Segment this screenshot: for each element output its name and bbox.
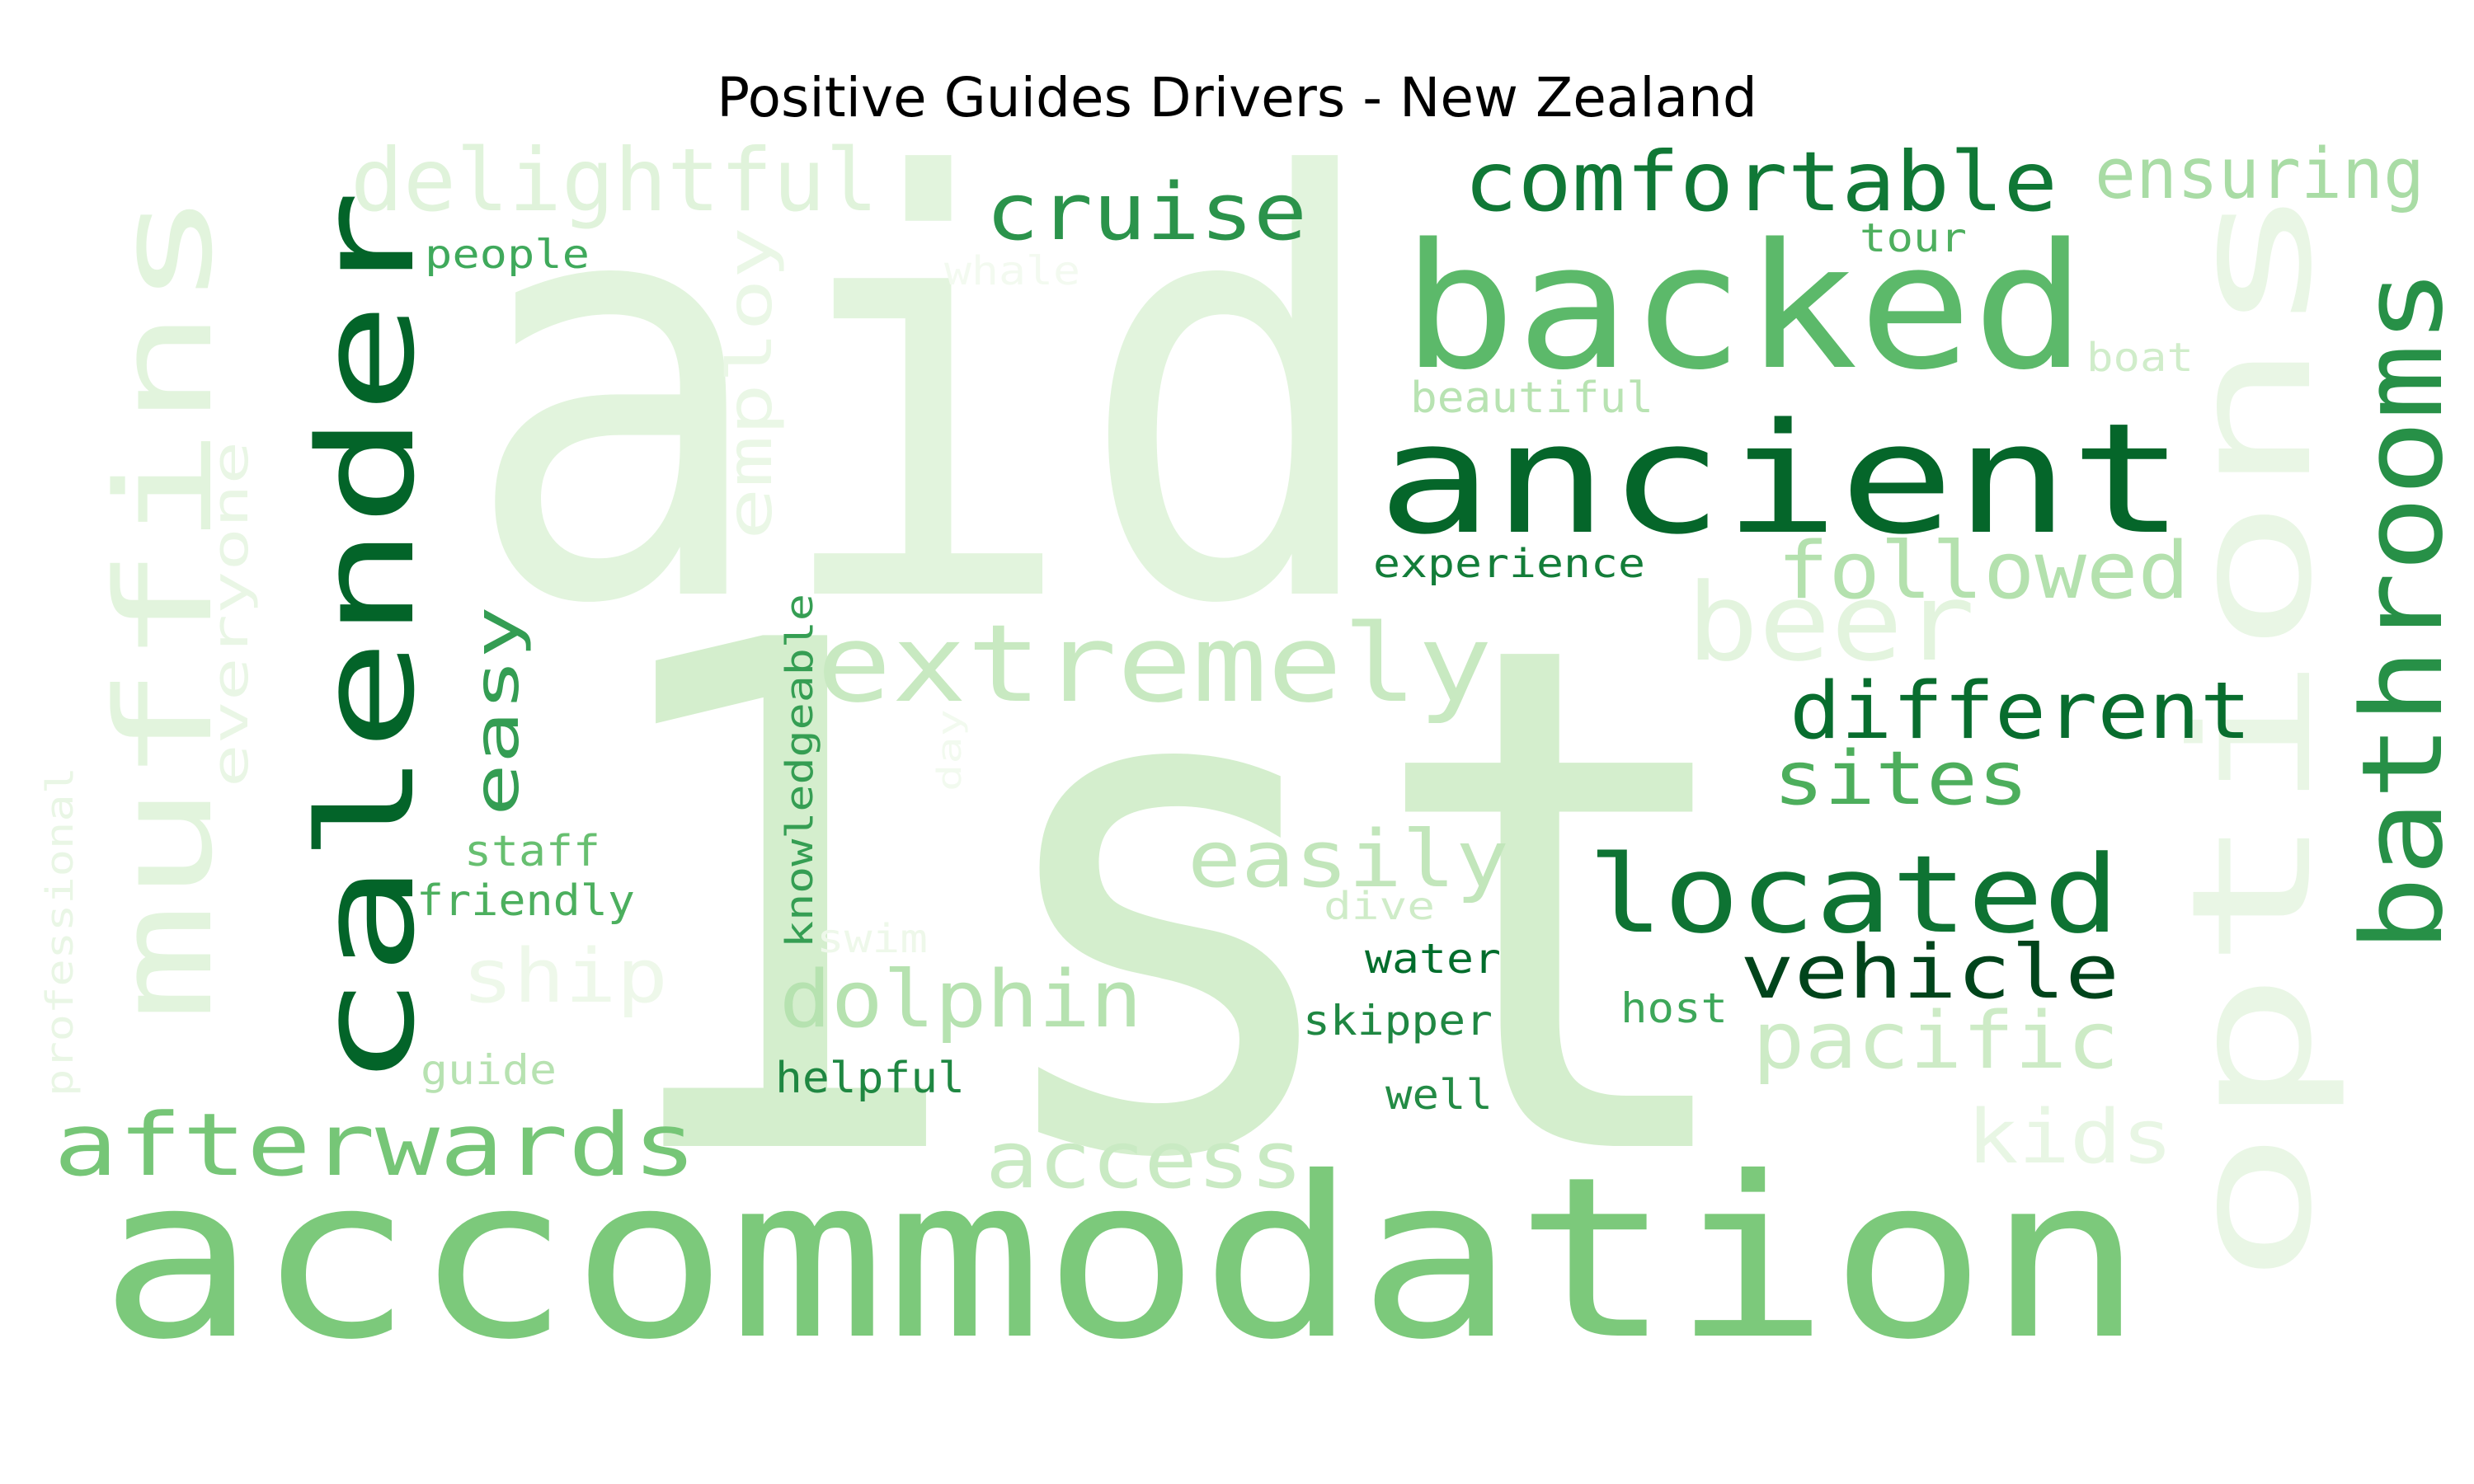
word-options: options [2157, 181, 2349, 1286]
word-pacific: pacific [1752, 996, 2119, 1087]
word-guide: guide [421, 1046, 557, 1094]
word-comfortable: comfortable [1464, 134, 2058, 230]
word-ensuring: ensuring [2095, 134, 2425, 215]
word-muffins: muffins [87, 190, 242, 1022]
word-followed: followed [1777, 526, 2189, 617]
word-skipper: skipper [1303, 997, 1493, 1045]
word-experience: experience [1373, 541, 1645, 587]
word-beautiful: beautiful [1410, 373, 1653, 423]
word-sites: sites [1773, 735, 2029, 822]
word-knowledgeable: knowledgeable [778, 594, 821, 948]
word-helpful: helpful [775, 1054, 965, 1103]
word-host: host [1620, 984, 1728, 1032]
word-friendly: friendly [416, 876, 635, 926]
word-1st: 1st [577, 496, 1757, 1312]
word-located: located [1587, 832, 2119, 957]
word-whale: whale [944, 248, 1080, 294]
word-backed: backed [1402, 206, 2086, 408]
word-extremely: extremely [816, 601, 1493, 726]
word-everyone: everyone [202, 441, 260, 787]
word-different: different [1790, 666, 2251, 757]
word-boat: boat [2086, 335, 2194, 381]
word-bathrooms: bathrooms [2338, 268, 2467, 952]
word-easy: easy [460, 606, 533, 816]
word-easily: easily [1188, 815, 1509, 905]
word-ancient: ancient [1377, 390, 2185, 568]
word-delightful: delightful [350, 130, 878, 231]
word-swim: swim [816, 916, 928, 962]
word-calender: calender [289, 190, 444, 1088]
word-employ: employ [713, 227, 786, 540]
word-kids: kids [1967, 1094, 2173, 1181]
word-vehicle: vehicle [1740, 929, 2119, 1016]
word-ship: ship [462, 933, 668, 1020]
word-dive: dive [1324, 884, 1435, 928]
word-beer: beer [1686, 560, 1975, 685]
wordcloud-title: Positive Guides Drivers - New Zealand [717, 66, 1757, 129]
word-water: water [1365, 935, 1501, 983]
word-professional: professional [38, 767, 82, 1097]
word-people: people [425, 232, 590, 278]
word-access: access [985, 1115, 1303, 1206]
word-well: well [1385, 1071, 1493, 1119]
word-tour: tour [1860, 215, 1967, 261]
word-afterwards: afterwards [54, 1095, 697, 1195]
word-staff: staff [464, 827, 600, 876]
word-aid: aid [462, 59, 1385, 730]
word-cruise: cruise [985, 167, 1307, 258]
word-dolphin: dolphin [779, 955, 1142, 1045]
word-day: day [931, 709, 969, 791]
word-accommodation: accommodation [99, 1129, 2144, 1388]
